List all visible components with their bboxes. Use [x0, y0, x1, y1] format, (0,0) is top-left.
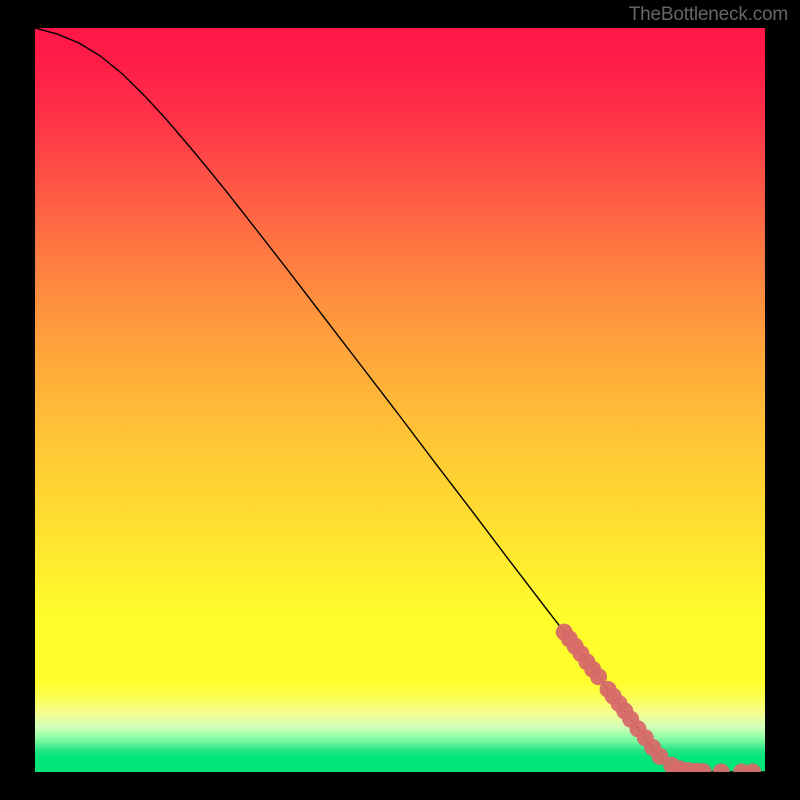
watermark-text: TheBottleneck.com	[629, 4, 788, 26]
chart-plot-area	[35, 28, 765, 772]
chart-svg	[35, 28, 765, 772]
chart-background	[35, 28, 765, 772]
